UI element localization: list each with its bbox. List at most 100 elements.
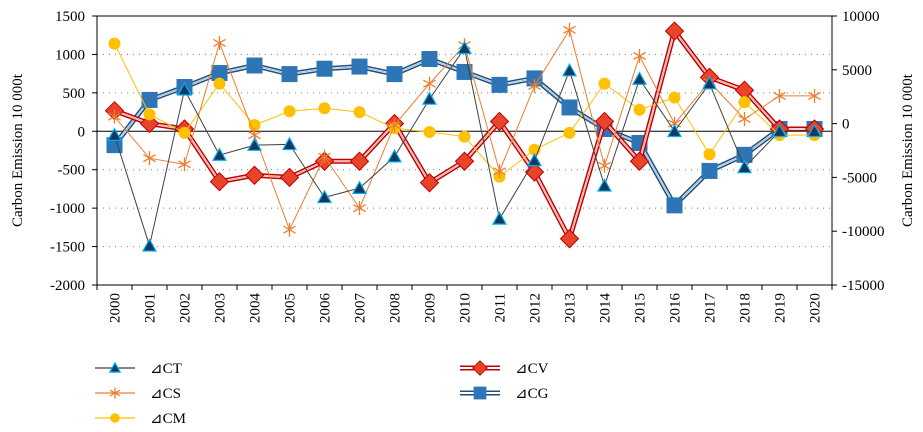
- legend-marker: [473, 386, 487, 400]
- data-point: [388, 118, 401, 133]
- legend-marker: [472, 360, 488, 376]
- data-point: [563, 22, 576, 37]
- data-point: [458, 130, 471, 143]
- legend: ⊿CT ⊿CS ⊿CM ⊿CV ⊿CG: [95, 360, 549, 427]
- data-point: [316, 60, 333, 77]
- data-point: [353, 201, 366, 216]
- x-tick-label: 2004: [248, 293, 264, 324]
- data-point: [423, 76, 436, 91]
- data-point: [633, 48, 646, 63]
- x-tick-label: 2011: [493, 293, 509, 322]
- data-point: [493, 164, 506, 179]
- data-point: [283, 105, 296, 118]
- right-tick-label: 0: [842, 117, 850, 133]
- data-point: [318, 102, 331, 115]
- data-point: [594, 111, 615, 132]
- data-point: [773, 88, 786, 103]
- data-point: [178, 157, 191, 172]
- right-tick-label: -15000: [842, 278, 885, 294]
- legend-label: ⊿CV: [515, 361, 549, 377]
- series-2: [108, 22, 821, 237]
- data-point: [489, 111, 510, 132]
- data-point: [246, 137, 263, 151]
- data-point: [598, 77, 611, 90]
- x-tick-label: 2019: [773, 293, 789, 323]
- x-tick-label: 2016: [668, 293, 684, 324]
- data-point: [108, 109, 121, 124]
- series-layer: [104, 21, 825, 252]
- right-tick-label: 10000: [842, 9, 880, 25]
- data-point: [491, 76, 508, 93]
- data-point: [421, 91, 438, 105]
- data-point: [561, 99, 578, 116]
- data-point: [631, 71, 648, 85]
- right-axis-ticks: 10000 5000 0 -5000 -10000 -15000: [832, 9, 885, 294]
- data-point: [244, 165, 265, 185]
- data-point: [738, 96, 751, 109]
- data-point: [139, 113, 160, 134]
- left-tick-label: 1000: [55, 47, 85, 63]
- data-point: [491, 211, 508, 225]
- x-tick-label: 2017: [703, 293, 719, 324]
- data-point: [108, 37, 121, 50]
- legend-label: ⊿CG: [515, 386, 549, 402]
- data-point: [668, 91, 681, 104]
- y-axis-label-right: Carbon Emission 10 000t: [900, 73, 916, 227]
- x-tick-label: 2001: [143, 293, 159, 323]
- left-tick-label: -2000: [50, 278, 85, 294]
- data-point: [666, 197, 683, 214]
- legend-item: ⊿CM: [95, 411, 186, 427]
- legend-item: ⊿CS: [95, 386, 181, 402]
- right-tick-label: -10000: [842, 224, 885, 240]
- data-point: [419, 173, 440, 193]
- data-point: [596, 178, 613, 192]
- data-point: [351, 180, 368, 194]
- x-tick-label: 2003: [213, 293, 229, 323]
- series-3: [108, 37, 821, 183]
- legend-item: ⊿CV: [460, 360, 549, 377]
- x-tick-label: 2002: [178, 293, 194, 323]
- series-line: [114, 29, 815, 231]
- data-point: [281, 66, 298, 83]
- data-point: [211, 65, 228, 82]
- data-point: [664, 21, 685, 41]
- data-point: [526, 152, 543, 167]
- data-point: [351, 58, 368, 75]
- data-point: [703, 148, 716, 161]
- x-tick-label: 2000: [108, 293, 124, 323]
- legend-marker: [110, 413, 120, 423]
- x-tick-label: 2006: [318, 293, 334, 324]
- legend-marker: [108, 361, 122, 373]
- x-tick-label: 2018: [738, 293, 754, 323]
- plot-frame: [96, 15, 833, 286]
- data-point: [559, 229, 580, 249]
- data-point: [349, 151, 370, 171]
- data-point: [386, 66, 403, 83]
- left-tick-label: 0: [78, 124, 86, 140]
- data-point: [178, 126, 191, 139]
- data-point: [454, 151, 475, 171]
- data-point: [283, 222, 296, 237]
- left-tick-label: -1000: [50, 201, 85, 217]
- data-point: [666, 123, 683, 138]
- legend-label: ⊿CS: [150, 386, 181, 402]
- data-point: [528, 78, 541, 93]
- data-point: [176, 82, 193, 96]
- data-point: [808, 88, 821, 103]
- data-point: [456, 40, 473, 55]
- data-point: [736, 159, 753, 174]
- data-point: [211, 147, 228, 161]
- data-point: [771, 123, 788, 138]
- data-point: [318, 149, 331, 164]
- data-point: [353, 106, 366, 119]
- legend-label: ⊿CM: [150, 411, 186, 427]
- data-point: [563, 126, 576, 139]
- data-point: [423, 126, 436, 139]
- left-tick-label: 500: [63, 86, 86, 102]
- data-point: [561, 62, 578, 77]
- x-tick-label: 2012: [528, 293, 544, 323]
- y-axis-label-left: Carbon Emission 10 000t: [10, 73, 26, 227]
- x-tick-label: 2020: [808, 293, 824, 323]
- data-point: [213, 77, 226, 90]
